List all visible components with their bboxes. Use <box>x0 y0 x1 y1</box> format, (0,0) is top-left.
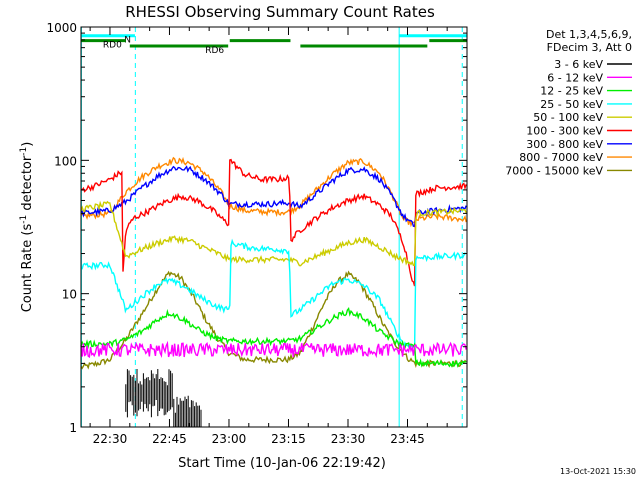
legend-header-line: Det 1,3,4,5,6,9, <box>546 28 632 41</box>
y-label-part: ) <box>20 142 35 147</box>
series-trace <box>80 156 467 228</box>
x-tick-label: 23:30 <box>331 432 366 446</box>
legend-entry-label: 50 - 100 keV <box>533 111 603 124</box>
series-trace <box>80 200 467 267</box>
x-tick-label: 23:45 <box>390 432 425 446</box>
x-tick-label: 23:15 <box>271 432 306 446</box>
legend: Det 1,3,4,5,6,9, FDecim 3, Att 0 3 - 6 k… <box>505 28 632 177</box>
legend-entry-label: 800 - 7000 keV <box>519 151 603 164</box>
footer-timestamp: 13-Oct-2021 15:30 <box>560 467 636 476</box>
x-tick-label: 23:00 <box>212 432 247 446</box>
legend-entry-label: 100 - 300 keV <box>526 125 603 138</box>
series-trace <box>80 340 467 359</box>
legend-entry-label: 12 - 25 keV <box>540 85 603 98</box>
state-bar-label: RD6 <box>205 46 224 56</box>
y-tick-label: 1 <box>69 421 77 435</box>
x-tick-label: 22:45 <box>152 432 187 446</box>
series-lines <box>80 156 467 427</box>
plot-frame <box>80 26 468 428</box>
legend-header-line: FDecim 3, Att 0 <box>547 41 632 54</box>
series-trace <box>80 158 467 287</box>
x-axis-label: Start Time (10-Jan-06 22:19:42) <box>178 456 386 471</box>
series-trace <box>80 165 467 228</box>
chart-title: RHESSI Observing Summary Count Rates <box>125 3 435 21</box>
legend-entry-label: 300 - 800 keV <box>526 138 603 151</box>
y-axis-label: Count Rate (s-1 detector-1) <box>19 142 35 313</box>
legend-entry-label: 3 - 6 keV <box>554 58 603 71</box>
state-bar-label: RD0 <box>103 41 122 51</box>
series-trace <box>80 238 467 350</box>
y-tick-label: 100 <box>54 154 77 168</box>
y-label-part: Count Rate (s <box>20 224 35 313</box>
y-label-exponent: -1 <box>19 215 29 224</box>
state-bar-label: N <box>124 36 131 46</box>
legend-entry-label: 7000 - 15000 keV <box>505 164 603 177</box>
y-label-exponent: -1 <box>19 147 29 156</box>
x-tick-label: 22:30 <box>93 432 128 446</box>
axes: 22:30 22:45 23:00 23:15 23:30 23:45 1 10 100 1000 <box>46 21 467 446</box>
legend-entry-label: 25 - 50 keV <box>540 98 603 111</box>
series-trace <box>125 369 202 427</box>
y-tick-label: 10 <box>62 288 77 302</box>
y-label-part: detector <box>20 155 35 215</box>
legend-entry-label: 6 - 12 keV <box>547 71 603 84</box>
y-tick-label: 1000 <box>46 21 77 35</box>
series-trace <box>80 307 467 368</box>
